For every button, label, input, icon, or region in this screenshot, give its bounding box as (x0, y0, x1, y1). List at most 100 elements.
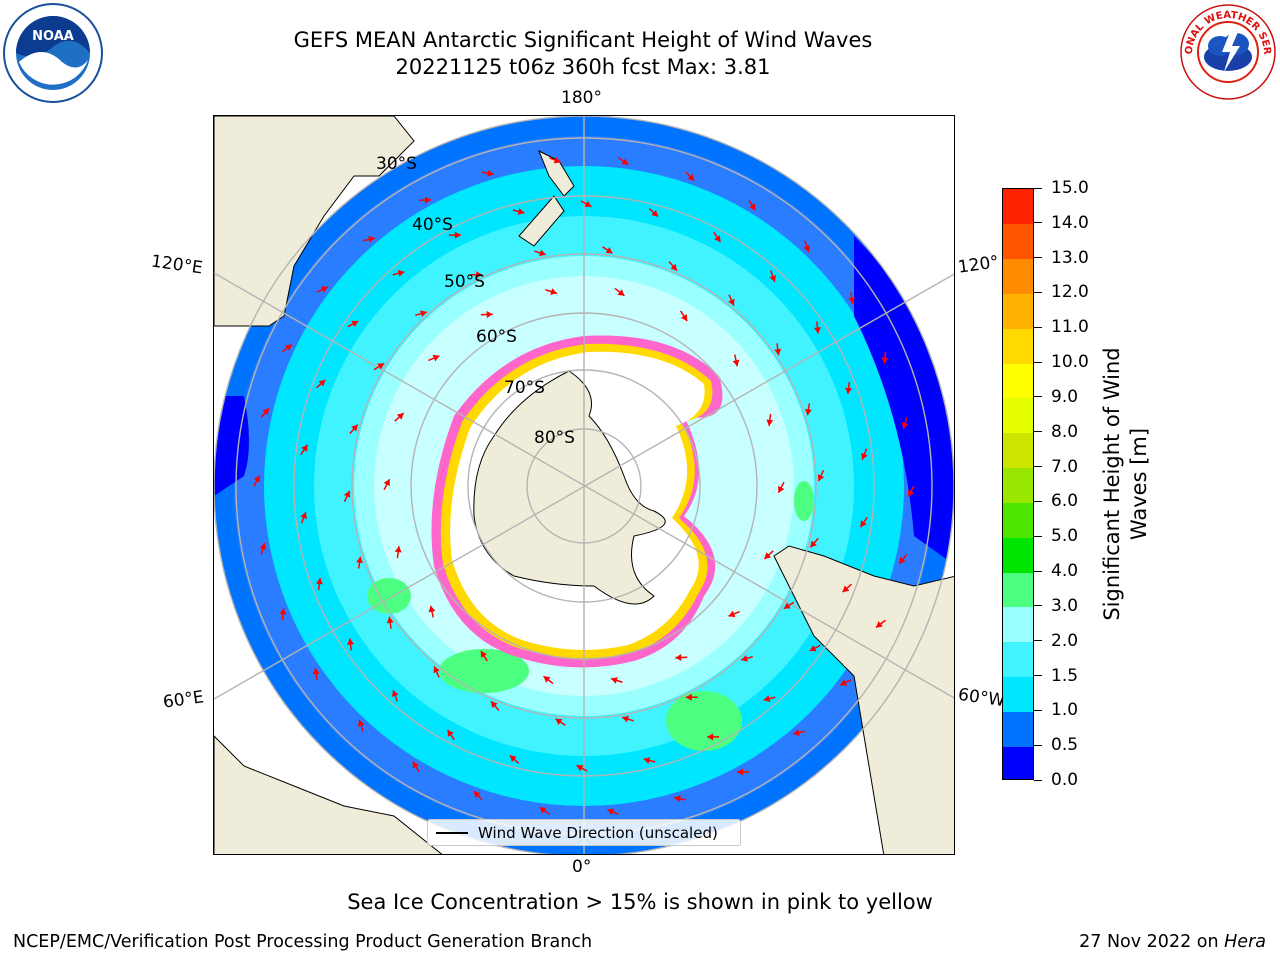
wave-arrow-head (550, 288, 557, 295)
colorbar-segment (1003, 328, 1033, 364)
colorbar-segment (1003, 711, 1033, 747)
wave-arrow-head (377, 363, 385, 370)
wave-arrow-head (312, 668, 320, 675)
colorbar-tick (1034, 500, 1042, 502)
chart-subtitle: 20221125 t06z 360h fcst Max: 3.81 (395, 55, 771, 79)
lat-label-70s: 70°S (504, 378, 545, 398)
colorbar-tick-label: 12.0 (1051, 282, 1089, 303)
wave-arrow-head (766, 419, 774, 426)
wave-arrow-head (810, 540, 817, 548)
wave-arrow-head (769, 275, 777, 282)
wave-arrow-head (253, 475, 260, 483)
colorbar-tick-label: 14.0 (1051, 212, 1089, 233)
nws-logo: NATIONAL WEATHER SERVICE (1178, 2, 1276, 100)
wave-arrow-head (714, 235, 721, 243)
wave-arrow-head (486, 310, 493, 318)
sea-ice-caption: Sea Ice Concentration > 15% is shown in … (347, 890, 933, 914)
colorbar-tick (1034, 779, 1042, 781)
wave-arrow-head (394, 546, 402, 553)
colorbar-tick-label: 5.0 (1051, 526, 1079, 547)
wave-arrow-head (386, 616, 394, 624)
lat-label-50s: 50°S (444, 272, 485, 292)
colorbar-tick (1034, 709, 1042, 711)
colorbar-tick (1034, 361, 1042, 363)
wave-arrow-head (447, 729, 454, 737)
wave-arrow-head (860, 520, 867, 528)
wave-arrow-head (396, 413, 404, 420)
wave-arrow-head (605, 247, 613, 254)
wave-arrow-head (343, 490, 351, 498)
wave-arrow-head (576, 765, 584, 772)
map-canvas: 30°S 40°S 50°S 60°S 70°S 80°S (214, 116, 954, 854)
wave-arrow-head (412, 761, 419, 769)
colorbar-tick-label: 6.0 (1051, 491, 1079, 512)
map-legend: Wind Wave Direction (unscaled) (427, 819, 741, 846)
wave-arrow-head (875, 621, 883, 628)
wave-arrow-head (680, 314, 688, 322)
wave-arrow-head (351, 424, 358, 432)
wave-arrow-head (351, 320, 359, 328)
wave-arrow-head (845, 387, 853, 394)
colorbar-tick (1034, 466, 1042, 468)
wave-arrow-head (749, 203, 756, 211)
colorbar-label: Significant Height of Wind Waves [m] (1099, 284, 1153, 684)
lat-label-60s: 60°S (476, 327, 517, 347)
wave-arrow-head (480, 650, 488, 658)
wave-arrow-head (803, 245, 811, 253)
wave-arrow-head (764, 552, 772, 559)
wave-arrow-head (741, 654, 748, 662)
noaa-logo-text: NOAA (32, 29, 74, 44)
wave-arrow-head (840, 679, 848, 686)
wave-arrow-head (539, 249, 546, 257)
wave-arrow-head (687, 174, 695, 181)
colorbar-tick-label: 8.0 (1051, 421, 1079, 442)
wave-arrow-head (454, 231, 461, 239)
colorbar-tick-label: 11.0 (1051, 317, 1089, 338)
colorbar-tick (1034, 535, 1042, 537)
wave-arrow-head (383, 479, 390, 487)
wave-arrow-head (543, 676, 551, 683)
wave-arrow-head (783, 602, 791, 609)
colorbar-segment (1003, 432, 1033, 469)
wave-arrow-head (675, 654, 682, 662)
colorbar-segment (1003, 397, 1033, 434)
lat-label-80s: 80°S (534, 428, 575, 448)
wave-arrow-head (487, 169, 494, 177)
wave-arrow-head (397, 269, 405, 277)
wave-arrow-head (320, 286, 328, 293)
wave-arrow-head (622, 715, 629, 723)
legend-line-swatch (436, 832, 468, 834)
meridian-label-120w: 120° (956, 252, 1001, 278)
land-africa (214, 735, 443, 854)
colorbar-tick (1034, 640, 1042, 642)
wave-arrow-head (300, 512, 307, 520)
colorbar-segment (1003, 641, 1033, 678)
colorbar-segment (1003, 676, 1033, 712)
wave-arrow-head (774, 348, 782, 356)
wave-arrow-head (509, 755, 517, 763)
colorbar-tick-label: 0.5 (1051, 735, 1079, 756)
wave-arrow-head (262, 408, 270, 416)
colorbar-segment (1003, 363, 1033, 399)
wave-arrow-head (813, 327, 821, 334)
wave-arrow-head (670, 263, 677, 271)
colorbar-tick (1034, 396, 1042, 398)
colorbar-tick (1034, 675, 1042, 677)
wave-arrow-head (473, 791, 481, 798)
colorbar-tick-label: 10.0 (1051, 352, 1089, 373)
wave-arrow-head (728, 610, 736, 618)
footer-branch: NCEP/EMC/Verification Post Processing Pr… (13, 932, 593, 952)
wave-arrow-head (737, 768, 744, 776)
wave-arrow-head (539, 807, 547, 814)
colorbar-tick-label: 0.0 (1051, 770, 1079, 790)
colorbar-tick-label: 7.0 (1051, 456, 1079, 477)
colorbar-segment (1003, 258, 1033, 294)
wave-arrow-head (848, 297, 856, 304)
wave-arrow-head (259, 543, 267, 550)
wave-arrow-head (607, 808, 615, 816)
wave-arrow-head (420, 310, 427, 318)
meridian-label-120e: 120°E (149, 251, 204, 279)
colorbar-segment (1003, 223, 1033, 260)
colorbar-tick (1034, 570, 1042, 572)
meridian-label-60e: 60°E (161, 687, 206, 713)
